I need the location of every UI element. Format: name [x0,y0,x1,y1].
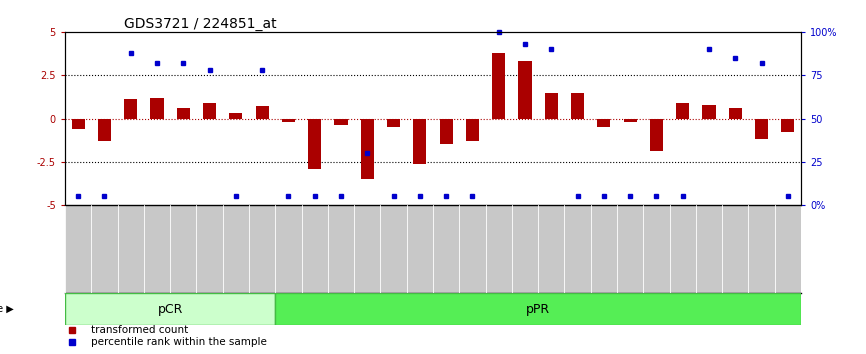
Bar [545,92,558,119]
Bar [387,119,400,127]
Bar [676,103,689,119]
Text: GDS3721 / 224851_at: GDS3721 / 224851_at [124,17,276,31]
Bar [98,119,111,141]
Bar [571,92,585,119]
Bar [275,293,801,325]
Bar [440,119,453,144]
Bar [65,293,275,325]
Bar [281,119,295,122]
Bar [361,119,374,179]
Text: pPR: pPR [526,303,550,316]
Bar [413,119,426,164]
Bar [151,98,164,119]
Bar [624,119,637,122]
Bar [177,108,190,119]
Bar [203,103,216,119]
Bar [729,108,742,119]
Bar [229,113,242,119]
Text: disease state ▶: disease state ▶ [0,304,13,314]
Bar [124,99,137,119]
Bar [72,119,85,129]
Bar [598,119,611,127]
Text: percentile rank within the sample: percentile rank within the sample [91,337,267,347]
Bar [702,105,715,119]
Bar [519,61,532,119]
Text: pCR: pCR [158,303,183,316]
Text: transformed count: transformed count [91,325,188,335]
Bar [255,106,268,119]
Bar [308,119,321,169]
Bar [650,119,663,152]
Bar [334,119,347,125]
Bar [492,53,505,119]
Bar [781,119,794,132]
Bar [466,119,479,141]
Bar [755,119,768,139]
